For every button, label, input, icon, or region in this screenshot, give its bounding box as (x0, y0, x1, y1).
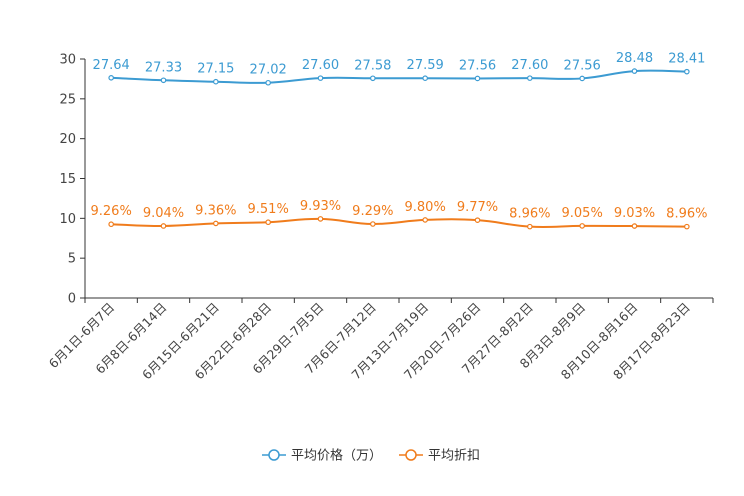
legend-marker-icon (405, 449, 417, 461)
series-1: 9.26% 9.04% 9.36% 9.51% 9.93% 9.29% 9.80% 9.77%… (91, 199, 707, 230)
data-label: 9.05% (562, 206, 603, 221)
data-label: 8.96% (509, 207, 550, 222)
series-layer: 27.64 27.33 27.15 27.02 27.60 27.58 27.59 27.56… (91, 51, 707, 230)
data-point[interactable] (108, 221, 114, 228)
x-axis: 6月1日-6月7日6月8日-6月14日6月15日-6月21日6月22日-6月28… (46, 297, 714, 382)
data-point[interactable] (265, 219, 271, 226)
y-tick-label: 15 (59, 172, 76, 187)
data-point[interactable] (370, 221, 376, 227)
data-label: 27.60 (511, 58, 548, 73)
data-label: 9.93% (300, 199, 341, 214)
y-tick-label: 10 (59, 212, 76, 227)
data-point[interactable] (108, 75, 114, 81)
data-label: 9.03% (614, 206, 655, 221)
data-point[interactable] (527, 75, 533, 81)
data-point[interactable] (160, 77, 167, 84)
y-tick-label: 30 (59, 53, 76, 68)
data-point[interactable] (527, 223, 533, 230)
y-tick-label: 5 (68, 252, 76, 267)
y-tick-label: 0 (68, 292, 76, 307)
data-point[interactable] (474, 217, 481, 223)
data-label: 28.48 (616, 51, 653, 66)
data-point[interactable] (160, 223, 167, 229)
legend-item-1[interactable]: 平均折扣 (399, 449, 480, 464)
data-label: 28.41 (668, 52, 705, 67)
data-label: 27.15 (197, 62, 234, 77)
data-label: 27.58 (354, 58, 391, 73)
data-point[interactable] (474, 75, 481, 82)
series-0: 27.64 27.33 27.15 27.02 27.60 27.58 27.59 27.56… (93, 51, 705, 86)
legend-item-0[interactable]: 平均价格（万） (262, 448, 382, 464)
y-tick-label: 20 (59, 132, 76, 147)
data-label: 27.33 (145, 60, 182, 75)
data-label: 9.36% (195, 203, 236, 218)
legend-label: 平均价格（万） (291, 448, 382, 464)
data-point[interactable] (579, 75, 585, 82)
data-point[interactable] (213, 220, 219, 227)
data-point[interactable] (684, 68, 690, 75)
data-label: 27.02 (250, 63, 287, 78)
data-label: 27.64 (93, 58, 130, 73)
data-label: 27.56 (459, 58, 496, 73)
legend-marker-icon (268, 449, 280, 461)
legend[interactable]: 平均价格（万） 平均折扣 (262, 448, 480, 464)
data-label: 9.04% (143, 206, 184, 221)
data-label: 27.56 (564, 58, 601, 73)
data-point[interactable] (265, 79, 271, 86)
data-point[interactable] (370, 75, 376, 82)
data-label: 9.26% (91, 204, 132, 219)
data-point[interactable] (317, 75, 324, 81)
y-tick-label: 25 (59, 92, 76, 107)
data-point[interactable] (684, 223, 690, 230)
data-label: 9.80% (405, 200, 446, 215)
data-point[interactable] (317, 216, 324, 222)
data-point[interactable] (631, 68, 638, 74)
legend-label: 平均折扣 (428, 449, 480, 464)
data-label: 8.96% (666, 207, 707, 222)
data-point[interactable] (631, 223, 638, 229)
data-label: 27.59 (407, 58, 444, 73)
data-label: 9.29% (352, 204, 393, 219)
data-point[interactable] (422, 217, 428, 223)
data-point[interactable] (213, 78, 219, 85)
y-axis: 0 5 10 15 20 25 30 (59, 53, 86, 307)
data-point[interactable] (579, 223, 585, 229)
series-line-1 (111, 217, 687, 229)
data-label: 9.77% (457, 200, 498, 215)
data-label: 9.51% (248, 202, 289, 217)
data-label: 27.60 (302, 58, 339, 73)
series-line-0 (111, 69, 687, 84)
data-point[interactable] (422, 75, 428, 81)
